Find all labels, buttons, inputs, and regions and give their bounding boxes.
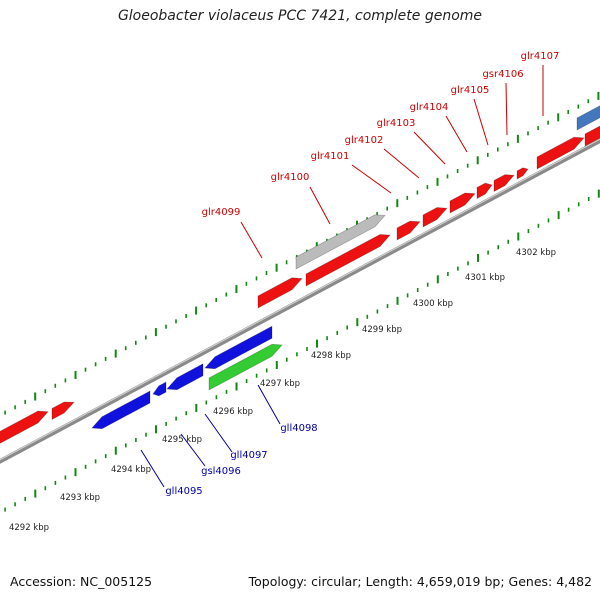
lower-tick-track (4, 189, 600, 512)
ruler-label: 4300 kbp (413, 299, 453, 309)
forward-gene-leader-line (505, 82, 508, 136)
gene-glr4104[interactable] (476, 182, 493, 200)
forward-gene-label[interactable]: glr4103 (377, 118, 416, 129)
gene-glr4107[interactable] (536, 136, 585, 170)
gene-glr4101[interactable] (396, 220, 421, 241)
forward-gene-label[interactable]: glr4105 (451, 85, 490, 96)
ruler-label: 4292 kbp (9, 523, 49, 533)
gene-forward[interactable] (51, 401, 75, 421)
gene-reverse[interactable] (204, 325, 273, 370)
gene-gll4098[interactable] (208, 343, 283, 391)
ruler-label: 4295 kbp (162, 435, 202, 445)
ruler-label: 4298 kbp (311, 351, 351, 361)
forward-gene-label[interactable]: glr4100 (271, 172, 310, 183)
gene-glr4105[interactable] (493, 174, 515, 193)
reverse-gene-label[interactable]: gll4097 (230, 450, 267, 461)
forward-gene-label[interactable]: glr4102 (345, 135, 384, 146)
reverse-gene-leader-line (140, 449, 165, 488)
genome-title: Gloeobacter violaceus PCC 7421, complete… (117, 8, 483, 24)
ruler-label: 4293 kbp (60, 493, 100, 503)
ruler-label: 4302 kbp (516, 248, 556, 258)
kbp-ruler-labels: 4292 kbp 4293 kbp 4294 kbp 4295 kbp 4296 kbp… (9, 248, 556, 533)
reverse-gene-label[interactable]: gll4098 (280, 423, 317, 434)
reverse-gene-leader-line (180, 433, 206, 467)
ruler-label: 4296 kbp (213, 407, 253, 417)
forward-gene-label[interactable]: glr4104 (410, 102, 449, 113)
forward-gene-label[interactable]: gsr4106 (482, 69, 523, 80)
gene-other[interactable] (576, 105, 600, 131)
genome-summary: Topology: circular; Length: 4,659,019 bp… (248, 574, 592, 589)
ruler-label: 4294 kbp (111, 465, 151, 475)
forward-gene-leader-line (351, 164, 392, 194)
ruler-label: 4299 kbp (362, 325, 402, 335)
forward-gene-leader-line (445, 115, 468, 153)
upper-tick-track (4, 91, 600, 415)
reverse-gene-label[interactable]: gsl4096 (201, 466, 241, 477)
gene-gsl4096[interactable] (152, 381, 167, 397)
reverse-gene-leader-line (257, 384, 281, 425)
gene-gll4097[interactable] (166, 363, 204, 391)
gene-glr4099[interactable] (257, 277, 303, 309)
forward-gene-leader-line (309, 186, 331, 225)
forward-gene-leader-line (240, 221, 263, 259)
gene-pseudo[interactable] (295, 214, 386, 270)
gene-track (0, 105, 600, 446)
label-leader-lines (140, 65, 544, 488)
chromosome-backbone (0, 138, 600, 464)
ruler-label: 4297 kbp (260, 379, 300, 389)
gene-glr4103[interactable] (449, 192, 476, 214)
ruler-label: 4301 kbp (465, 273, 505, 283)
forward-gene-label[interactable]: glr4101 (311, 151, 350, 162)
gene-gsr4106[interactable] (516, 167, 529, 180)
gene-forward[interactable] (584, 125, 600, 147)
forward-gene-label[interactable]: glr4107 (521, 51, 560, 62)
forward-gene-leader-line (473, 98, 489, 146)
gene-glr4102[interactable] (422, 207, 448, 228)
gene-gll4095[interactable] (91, 390, 151, 430)
accession-label: Accession: NC_005125 (10, 574, 153, 589)
forward-gene-leader-line (383, 148, 420, 179)
gene-forward[interactable] (0, 410, 49, 446)
chromosome-backbone-highlight (0, 138, 600, 461)
gene-glr4100[interactable] (305, 234, 391, 287)
forward-gene-label[interactable]: glr4099 (202, 207, 241, 218)
reverse-gene-leader-line (204, 413, 233, 453)
forward-gene-leader-line (413, 131, 446, 165)
reverse-gene-label[interactable]: gll4095 (165, 486, 202, 497)
